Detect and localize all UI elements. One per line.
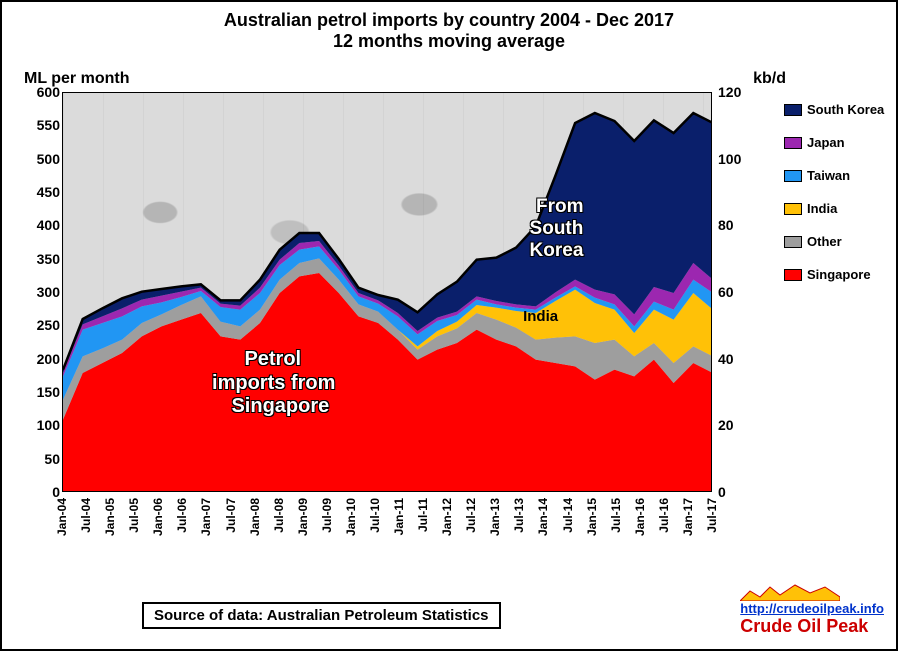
x-tick: Jul-15 — [609, 498, 623, 533]
y-left-tick: 400 — [2, 217, 60, 233]
y-axis-left-ticks: 050100150200250300350400450500550600 — [2, 92, 60, 492]
y-left-tick: 300 — [2, 284, 60, 300]
logo-peak-icon — [740, 583, 840, 601]
y-right-tick: 120 — [714, 84, 762, 100]
legend-item-india: India — [784, 201, 890, 216]
y-left-tick: 150 — [2, 384, 60, 400]
x-tick: Jan-04 — [55, 498, 69, 536]
legend-swatch — [784, 203, 802, 215]
y-right-tick: 60 — [714, 284, 762, 300]
logo-block: http://crudeoilpeak.info Crude Oil Peak — [740, 583, 884, 637]
plot-area: Petrolimports fromSingaporeFromSouthKore… — [62, 92, 712, 492]
stacked-area-svg — [63, 93, 712, 492]
x-tick: Jul-06 — [175, 498, 189, 533]
x-tick: Jan-06 — [151, 498, 165, 536]
legend-swatch — [784, 269, 802, 281]
x-tick: Jan-05 — [103, 498, 117, 536]
x-tick: Jan-08 — [248, 498, 262, 536]
y-left-tick: 450 — [2, 184, 60, 200]
x-tick: Jul-09 — [320, 498, 334, 533]
legend: South Korea Japan Taiwan India Other Singapor… — [784, 102, 890, 300]
x-tick: Jul-08 — [272, 498, 286, 533]
x-tick: Jan-17 — [681, 498, 695, 536]
x-tick: Jan-13 — [488, 498, 502, 536]
legend-label: Singapore — [807, 267, 871, 282]
legend-item-south-korea: South Korea — [784, 102, 890, 117]
legend-label: Japan — [807, 135, 845, 150]
y-axis-right-ticks: 020406080100120 — [714, 92, 762, 492]
x-tick: Jan-16 — [633, 498, 647, 536]
legend-label: Taiwan — [807, 168, 850, 183]
y-right-tick: 0 — [714, 484, 762, 500]
x-tick: Jan-14 — [536, 498, 550, 536]
y-right-tick: 100 — [714, 151, 762, 167]
x-tick: Jan-09 — [296, 498, 310, 536]
y-left-tick: 600 — [2, 84, 60, 100]
y-left-tick: 100 — [2, 417, 60, 433]
legend-item-other: Other — [784, 234, 890, 249]
y-left-tick: 0 — [2, 484, 60, 500]
logo-url-link[interactable]: http://crudeoilpeak.info — [740, 601, 884, 616]
y-left-tick: 500 — [2, 151, 60, 167]
legend-label: India — [807, 201, 837, 216]
chart-container: Australian petrol imports by country 200… — [0, 0, 898, 651]
y-left-tick: 350 — [2, 251, 60, 267]
legend-item-japan: Japan — [784, 135, 890, 150]
legend-swatch — [784, 236, 802, 248]
x-tick: Jul-12 — [464, 498, 478, 533]
x-tick: Jul-07 — [224, 498, 238, 533]
x-tick: Jul-11 — [416, 498, 430, 532]
legend-swatch — [784, 170, 802, 182]
chart-title-line2: 12 months moving average — [2, 31, 896, 52]
y-right-tick: 80 — [714, 217, 762, 233]
y-left-tick: 50 — [2, 451, 60, 467]
y-left-tick: 200 — [2, 351, 60, 367]
x-tick: Jan-11 — [392, 498, 406, 535]
x-tick: Jul-04 — [79, 498, 93, 533]
legend-label: Other — [807, 234, 842, 249]
x-tick: Jul-13 — [512, 498, 526, 533]
chart-title-block: Australian petrol imports by country 200… — [2, 2, 896, 52]
legend-label: South Korea — [807, 102, 884, 117]
y-left-tick: 550 — [2, 117, 60, 133]
x-tick: Jul-17 — [705, 498, 719, 533]
x-axis-ticks: Jan-04Jul-04Jan-05Jul-05Jan-06Jul-06Jan-… — [62, 494, 712, 564]
x-tick: Jul-05 — [127, 498, 141, 533]
logo-brand-text: Crude Oil Peak — [740, 616, 868, 636]
x-tick: Jan-15 — [585, 498, 599, 536]
y-left-tick: 250 — [2, 317, 60, 333]
legend-item-taiwan: Taiwan — [784, 168, 890, 183]
source-box: Source of data: Australian Petroleum Sta… — [142, 602, 501, 629]
chart-title-line1: Australian petrol imports by country 200… — [2, 10, 896, 31]
legend-swatch — [784, 137, 802, 149]
x-tick: Jul-16 — [657, 498, 671, 533]
legend-swatch — [784, 104, 802, 116]
y-right-tick: 20 — [714, 417, 762, 433]
legend-item-singapore: Singapore — [784, 267, 890, 282]
y-right-tick: 40 — [714, 351, 762, 367]
x-tick: Jul-14 — [561, 498, 575, 533]
x-tick: Jan-12 — [440, 498, 454, 536]
x-tick: Jan-07 — [199, 498, 213, 536]
x-tick: Jan-10 — [344, 498, 358, 536]
x-tick: Jul-10 — [368, 498, 382, 533]
